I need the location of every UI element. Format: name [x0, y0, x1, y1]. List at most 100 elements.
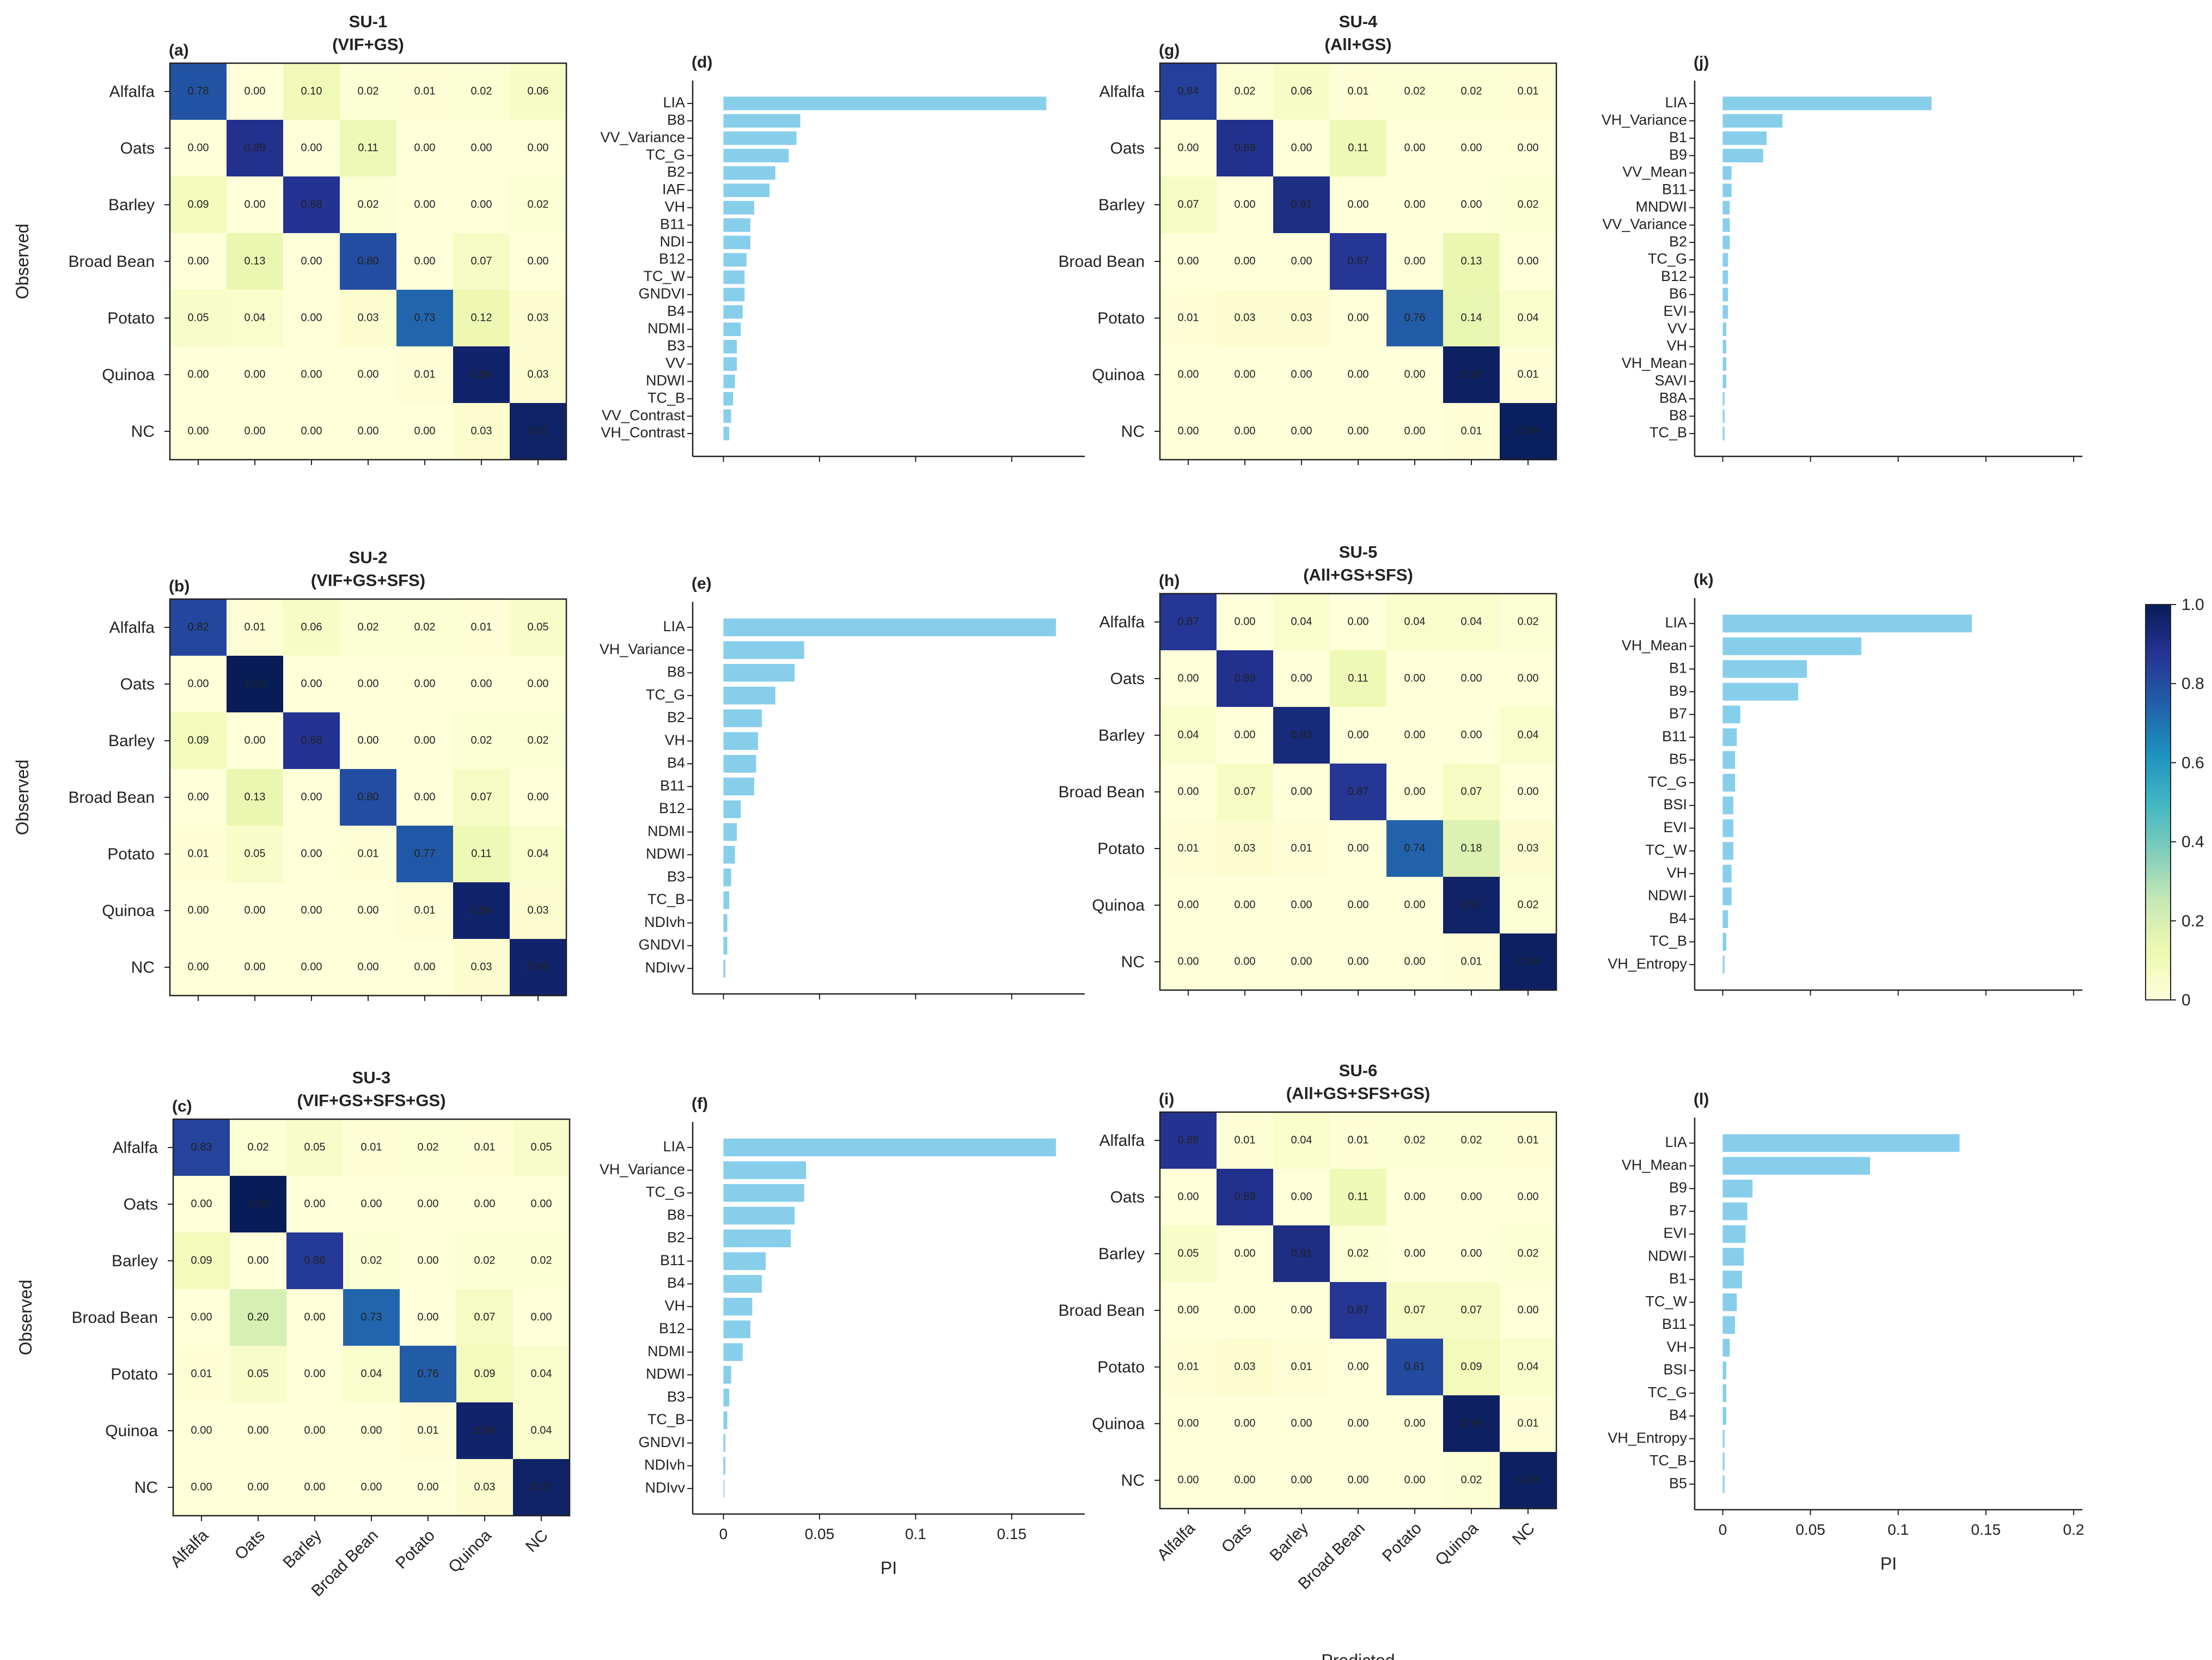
heatmap-cell: [1443, 820, 1500, 877]
heatmap-cell: [1386, 1112, 1444, 1169]
heatmap-cell: [1500, 1452, 1557, 1509]
heatmap-cell: [1386, 594, 1444, 651]
bar: [1722, 637, 1862, 655]
cell-value: 0.13: [1461, 255, 1482, 267]
heatmap-cell: [1500, 707, 1557, 764]
x-tick-label: 0: [719, 1525, 728, 1542]
heatmap-cell: [286, 1346, 344, 1403]
cell-value: 0.98: [1461, 1417, 1482, 1429]
chart-subtitle: (VIF+GS): [332, 35, 404, 54]
heatmap-cell: [283, 233, 340, 290]
bar: [1722, 392, 1725, 406]
feature-label: B2: [667, 164, 685, 180]
cell-value: 0.00: [1235, 425, 1256, 437]
heatmap-cell: [400, 1232, 457, 1290]
cell-value: 0.02: [471, 734, 492, 746]
heatmap-cell: [1443, 764, 1500, 821]
cell-value: 0.96: [528, 961, 549, 973]
y-tick-label: Potato: [1097, 1358, 1145, 1376]
feature-label: B4: [1669, 910, 1687, 926]
y-tick-label: Barley: [112, 1252, 158, 1270]
heatmap-cell: [1217, 1112, 1274, 1169]
y-tick-label: Oats: [1110, 139, 1145, 157]
cell-value: 0.00: [188, 904, 209, 916]
heatmap-cell: [286, 1232, 344, 1290]
cell-value: 0.00: [1178, 142, 1199, 154]
heatmap-cell: [400, 1402, 457, 1460]
heatmap-cell: [1217, 403, 1274, 460]
cell-value: 0.00: [1178, 1474, 1199, 1486]
cell-value: 0.07: [471, 791, 492, 803]
heatmap-cell: [396, 346, 454, 404]
cell-value: 0.11: [1348, 1191, 1368, 1203]
heatmap-cell: [510, 346, 567, 404]
y-tick-label: Broad Bean: [69, 253, 155, 271]
cell-value: 0.87: [1348, 1304, 1369, 1316]
heatmap-cell: [1386, 233, 1444, 290]
y-tick-label: Oats: [120, 675, 155, 693]
bar: [1722, 131, 1767, 145]
bar: [723, 686, 775, 705]
y-tick-label: NC: [131, 959, 155, 977]
cell-value: 0.99: [1518, 425, 1539, 437]
bar: [723, 1252, 766, 1270]
bar: [1722, 1293, 1737, 1311]
cell-value: 0.00: [528, 255, 549, 267]
chart-subtitle: (VIF+GS+SFS): [311, 571, 425, 590]
y-tick-label: Barley: [108, 732, 155, 750]
heatmap-cell: [510, 120, 567, 177]
bar: [1722, 166, 1732, 180]
feature-label: TC_G: [646, 147, 685, 163]
heatmap-cell: [343, 1232, 400, 1290]
cell-value: 0.00: [1348, 842, 1369, 854]
cell-value: 0.02: [358, 85, 379, 97]
heatmap-cell: [343, 1289, 400, 1346]
panel-label: (f): [692, 1095, 708, 1113]
cell-value: 0.02: [1404, 1134, 1426, 1146]
feature-label: B7: [1669, 705, 1687, 722]
heatmap-cell: [396, 233, 454, 290]
cell-value: 0.00: [191, 1311, 212, 1323]
cell-value: 0.02: [528, 198, 549, 210]
bar: [723, 959, 725, 978]
cell-value: 0.98: [1518, 1474, 1539, 1486]
heatmap-cell: [1500, 764, 1557, 821]
feature-label: B8: [667, 1206, 685, 1223]
feature-label: B12: [659, 251, 685, 267]
heatmap-cell: [1500, 63, 1557, 120]
chart-title: SU-6: [1339, 1061, 1378, 1080]
heatmap-cell: [340, 176, 397, 234]
y-tick-label: Broad Bean: [1059, 783, 1145, 801]
cell-value: 0.01: [414, 85, 436, 97]
cell-value: 0.00: [358, 678, 379, 689]
cell-value: 0.04: [1461, 615, 1482, 627]
heatmap-cell: [1217, 290, 1274, 347]
y-tick-label: Barley: [1098, 196, 1145, 214]
heatmap-cell: [1273, 1112, 1330, 1169]
heatmap-cell: [1330, 1112, 1387, 1169]
y-axis-title: Observed: [13, 760, 32, 835]
feature-label: B2: [667, 709, 685, 725]
bar: [1722, 1339, 1730, 1357]
bar: [1722, 200, 1730, 215]
cell-value: 0.00: [418, 1481, 439, 1493]
feature-label: B5: [1669, 751, 1687, 767]
heatmap-cell: [1330, 63, 1387, 120]
heatmap-cell: [1443, 1395, 1500, 1452]
heatmap-cell: [510, 599, 567, 656]
heatmap-cell: [1160, 877, 1217, 934]
cell-value: 0.00: [414, 255, 436, 267]
cell-value: 0.00: [1291, 955, 1312, 967]
heatmap-cell: [1273, 650, 1330, 707]
heatmap-cell: [1386, 1395, 1444, 1452]
heatmap-cell: [340, 656, 397, 713]
feature-label: B11: [660, 1252, 685, 1268]
panel-label: (i): [1159, 1090, 1174, 1108]
cell-value: 0.00: [1178, 425, 1199, 437]
heatmap-cell: [1500, 933, 1557, 991]
heatmap-cell: [453, 599, 510, 656]
cell-value: 0.03: [471, 425, 492, 437]
bar: [1722, 728, 1737, 746]
heatmap-cell: [230, 1289, 287, 1346]
feature-label: B11: [660, 777, 685, 794]
